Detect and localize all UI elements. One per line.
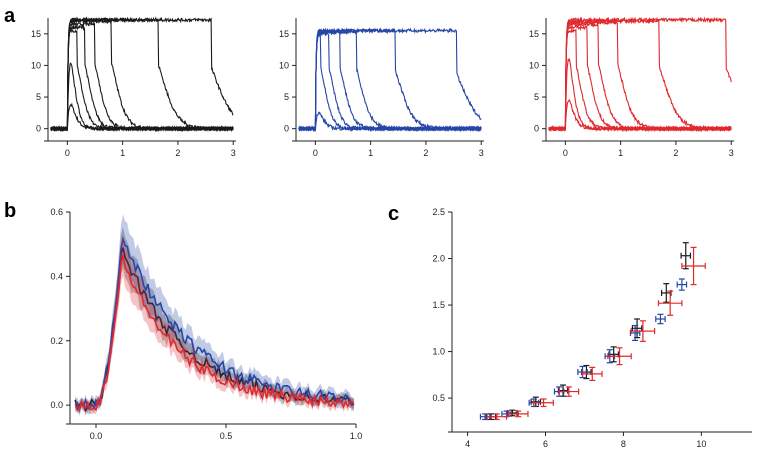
- trace-flash-3: [50, 28, 234, 133]
- x-tick-label: 1: [618, 148, 623, 158]
- x-tick-label: 3: [729, 148, 734, 158]
- y-tick-label: 0: [36, 124, 41, 134]
- y-tick-label: 0.0: [50, 400, 63, 410]
- trace-flash-6: [298, 27, 482, 132]
- trace-flash-8: [50, 16, 234, 132]
- x-tick-label: 0: [65, 148, 70, 158]
- y-tick-label: 0: [284, 124, 289, 134]
- x-tick-label: 8: [621, 439, 626, 449]
- mean-trace-F220C/+: [74, 236, 355, 413]
- x-tick-label: 2: [673, 148, 678, 158]
- chart-f220c-het-traces: 0 1 2 3 0 5 10 15: [279, 18, 484, 158]
- x-tick-label: 0: [563, 148, 568, 158]
- trace-flash-7: [548, 17, 732, 132]
- mean-trace-F220C/F220C: [75, 254, 355, 412]
- panel-letter-c: c: [388, 203, 399, 225]
- y-tick-label: 1.0: [432, 347, 445, 357]
- trace-flash-7: [298, 27, 482, 132]
- trace-flash-7: [50, 16, 234, 132]
- y-tick-label: 0.2: [50, 336, 63, 346]
- x-tick-label: 1: [368, 148, 373, 158]
- chart-single-photon-response: 0.0 0.5 1.0 0.0 0.2 0.4 0.6: [50, 207, 362, 441]
- y-tick-label: 0.5: [432, 393, 445, 403]
- trace-flash-1: [50, 102, 234, 133]
- trace-flash-5: [298, 28, 482, 133]
- y-tick-label: 0: [534, 124, 539, 134]
- y-tick-label: 15: [31, 29, 41, 39]
- y-tick-label: 10: [31, 60, 41, 70]
- x-tick-label: 0.0: [90, 431, 103, 441]
- trace-flash-4: [50, 24, 234, 133]
- y-tick-label: 2.0: [432, 254, 445, 264]
- y-tick-label: 10: [279, 60, 289, 70]
- x-tick-label: 0.5: [220, 431, 233, 441]
- x-tick-label: 0: [313, 148, 318, 158]
- x-tick-label: 2: [423, 148, 428, 158]
- y-tick-label: 15: [529, 29, 539, 39]
- x-tick-label: 2: [175, 148, 180, 158]
- trace-flash-2: [298, 33, 482, 133]
- y-tick-label: 0.6: [50, 207, 63, 217]
- x-tick-label: 4: [465, 439, 470, 449]
- x-tick-label: 1.0: [350, 431, 363, 441]
- y-tick-label: 5: [284, 92, 289, 102]
- panel-letter-a: a: [4, 5, 16, 27]
- x-tick-label: 6: [543, 439, 548, 449]
- trace-flash-5: [50, 20, 234, 133]
- chart-f220c-hom-traces: 0 1 2 3 0 5 10 15: [529, 16, 734, 158]
- chart-wt-traces: 0 1 2 3 0 5 10 15: [31, 16, 236, 158]
- y-tick-label: 15: [279, 29, 289, 39]
- x-tick-label: 3: [479, 148, 484, 158]
- sem-band-WT: [75, 227, 354, 416]
- y-tick-label: 10: [529, 60, 539, 70]
- x-tick-label: 10: [696, 439, 706, 449]
- panel-letter-b: b: [4, 200, 16, 222]
- x-tick-label: 3: [231, 148, 236, 158]
- y-tick-label: 2.5: [432, 207, 445, 217]
- y-tick-label: 1.5: [432, 300, 445, 310]
- chart-time-in-saturation: 4 6 8 10 0.5 1.0 1.5 2.0 2.5: [432, 207, 752, 449]
- sem-band-F220C/F220C: [75, 234, 354, 415]
- x-tick-label: 1: [120, 148, 125, 158]
- y-tick-label: 0.4: [50, 271, 63, 281]
- trace-flash-3: [298, 31, 482, 133]
- y-tick-label: 5: [36, 92, 41, 102]
- trace-flash-8: [548, 16, 732, 132]
- trace-flash-4: [298, 29, 482, 132]
- trace-flash-3: [548, 28, 732, 133]
- mean-trace-WT: [74, 247, 355, 413]
- sem-band-F220C/+: [75, 214, 354, 416]
- y-tick-label: 5: [534, 92, 539, 102]
- trace-flash-6: [50, 17, 234, 133]
